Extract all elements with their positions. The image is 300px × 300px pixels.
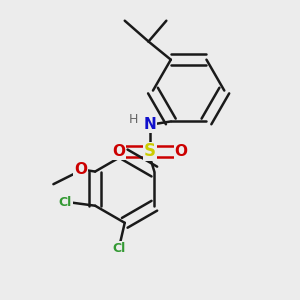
Text: N: N bbox=[144, 117, 156, 132]
Text: S: S bbox=[144, 142, 156, 160]
Text: O: O bbox=[112, 144, 125, 159]
Text: O: O bbox=[74, 162, 87, 177]
Text: H: H bbox=[129, 113, 138, 126]
Text: Cl: Cl bbox=[112, 242, 125, 255]
Text: O: O bbox=[175, 144, 188, 159]
Text: Cl: Cl bbox=[59, 196, 72, 209]
